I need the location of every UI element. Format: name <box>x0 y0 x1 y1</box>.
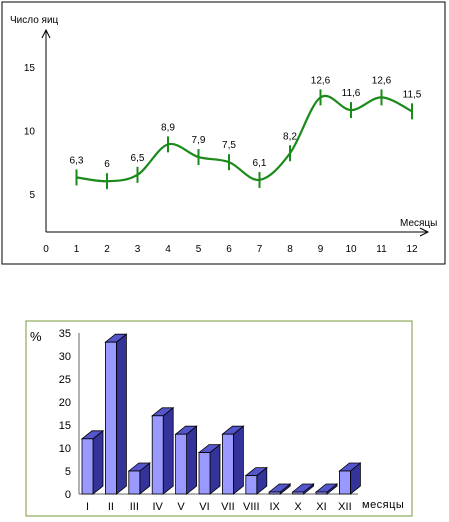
bar-front <box>338 470 351 495</box>
bar <box>244 466 268 495</box>
x-tick-label: 9 <box>318 244 324 255</box>
data-label: 8,2 <box>283 131 297 142</box>
bar <box>197 443 222 495</box>
x-tick-label: 11 <box>376 244 387 255</box>
bar <box>151 406 175 495</box>
bar <box>268 483 292 495</box>
x-tick-label: V <box>177 501 185 513</box>
x-tick-label: VII <box>221 501 234 513</box>
x-axis-label: месяцы <box>362 499 404 511</box>
y-tick-label: 10 <box>24 126 36 137</box>
data-label: 7,5 <box>222 140 236 151</box>
x-tick-label: I <box>86 501 89 513</box>
y-tick-label: 5 <box>29 190 35 201</box>
data-label: 6,1 <box>253 158 267 169</box>
x-tick-label: II <box>108 501 114 513</box>
bar <box>338 462 362 495</box>
x-tick-label: III <box>130 501 139 513</box>
bar-front <box>128 470 141 495</box>
bar-front <box>292 491 305 495</box>
x-tick-label: 4 <box>165 244 171 255</box>
bar-front <box>151 415 164 495</box>
y-tick-label: 15 <box>59 420 71 432</box>
y-tick-label: 25 <box>59 374 71 386</box>
bar-front <box>268 491 281 495</box>
data-label: 6 <box>104 159 110 170</box>
x-axis-label: Месяцы <box>400 218 437 229</box>
x-tick-label: XI <box>316 501 326 513</box>
data-label: 11,5 <box>403 89 422 100</box>
bar-front <box>105 341 117 495</box>
data-label: 11,6 <box>342 88 361 99</box>
x-tick-label: 3 <box>135 244 141 255</box>
bar-front <box>198 452 211 495</box>
x-tick-label: VIII <box>243 501 260 513</box>
data-label: 8,9 <box>161 122 175 133</box>
bar <box>174 425 198 495</box>
x-tick-label: IV <box>152 501 163 513</box>
y-tick-label: 15 <box>24 63 36 74</box>
bar <box>80 429 105 495</box>
y-axis-label: % <box>30 329 42 344</box>
bar-side <box>116 333 127 495</box>
x-tick-label: IX <box>269 501 280 513</box>
x-axis-arrow <box>419 227 430 237</box>
bar-side <box>209 443 221 495</box>
bar-side <box>232 425 244 495</box>
bar <box>127 462 151 495</box>
y-tick-label: 30 <box>59 351 71 363</box>
bar-side <box>162 406 174 495</box>
data-label: 12,6 <box>372 75 392 86</box>
x-tick-label: 6 <box>226 244 232 255</box>
bar-front <box>221 433 234 495</box>
x-tick-label: 0 <box>43 244 49 255</box>
bar-side <box>186 425 198 495</box>
bar <box>291 483 315 495</box>
y-tick-label: 35 <box>59 328 71 340</box>
x-tick-label: 12 <box>406 244 418 255</box>
bar <box>314 483 339 495</box>
y-tick-label: 20 <box>59 397 71 409</box>
x-tick-label: 1 <box>74 244 80 255</box>
bar-front <box>315 491 328 495</box>
x-tick-label: 10 <box>345 244 357 255</box>
series-line <box>76 94 413 183</box>
bar-front <box>245 475 258 495</box>
x-tick-label: VI <box>199 501 209 513</box>
bar-side <box>92 429 104 495</box>
data-label: 6,5 <box>131 153 145 164</box>
x-tick-label: 5 <box>196 244 202 255</box>
data-label: 6,3 <box>70 155 84 166</box>
x-tick-label: 7 <box>257 244 263 255</box>
bar-front <box>81 438 94 495</box>
x-tick-label: 2 <box>104 244 110 255</box>
y-axis-label: Число яиц <box>10 15 59 26</box>
y-tick-label: 10 <box>59 443 71 455</box>
bar <box>104 333 128 495</box>
bar <box>221 425 245 495</box>
x-tick-label: X <box>294 501 302 513</box>
y-tick-label: 0 <box>65 489 71 501</box>
y-axis-arrow <box>41 28 51 39</box>
data-label: 7,9 <box>192 135 206 146</box>
data-label: 12,6 <box>311 75 331 86</box>
x-tick-label: 8 <box>287 244 293 255</box>
y-tick-label: 5 <box>65 466 71 478</box>
x-tick-label: XII <box>338 501 351 513</box>
chart1-frame <box>1 1 446 265</box>
bar-front <box>175 433 188 495</box>
